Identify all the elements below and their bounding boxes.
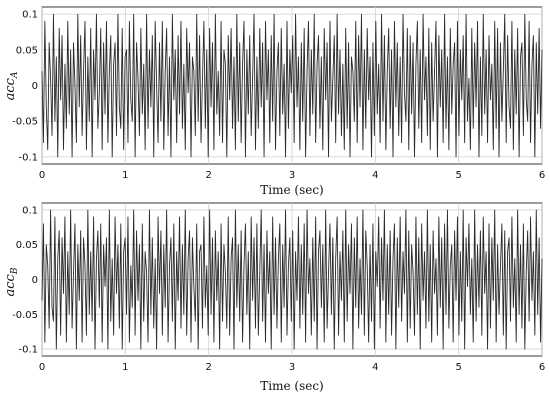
x-tick-label-a: 0 (39, 170, 45, 181)
series-line-acc-b (41, 209, 543, 350)
x-tick-label-b: 1 (122, 362, 128, 373)
series-line-acc-a (41, 13, 543, 158)
y-axis-title-sub-a: A (10, 71, 20, 79)
y-tick-labels-a: 0.1 0.05 0 -0.05 -0.1 (12, 10, 38, 164)
y-axis-title-b: accB (3, 267, 20, 296)
x-tick-label-b: 2 (205, 362, 211, 373)
y-tick-label-a: -0.1 (18, 152, 38, 163)
chart-acc-a: 0.1 0.05 0 -0.05 -0.1 0 1 2 3 4 5 6 Time (sec) acc… (3, 6, 545, 197)
x-tick-label-a: 1 (122, 170, 128, 181)
y-tick-label-b: -0.05 (12, 310, 38, 321)
y-axis-title-base-a: acc (3, 77, 18, 100)
x-tick-labels-b: 0 1 2 3 4 5 6 (39, 362, 545, 373)
x-axis-title-a: Time (sec) (260, 183, 323, 197)
y-tick-label-a: -0.05 (12, 117, 38, 128)
y-tick-label-b: 0.1 (22, 205, 38, 216)
y-tick-label-a: 0.05 (16, 45, 38, 56)
y-tick-label-a: 0 (32, 81, 38, 92)
y-axis-title-a: accA (3, 71, 20, 100)
x-tick-label-a: 2 (205, 170, 211, 181)
x-tick-label-b: 3 (289, 362, 295, 373)
y-axis-title-sub-b: B (10, 267, 20, 275)
x-tick-label-b: 0 (39, 362, 45, 373)
y-axis-title-base-b: acc (3, 273, 18, 296)
y-tick-label-b: -0.1 (18, 345, 38, 356)
y-tick-label-b: 0.05 (16, 240, 38, 251)
y-tick-label-b: 0 (32, 275, 38, 286)
x-tick-labels-a: 0 1 2 3 4 5 6 (39, 170, 545, 181)
x-tick-label-a: 5 (455, 170, 461, 181)
x-tick-label-b: 6 (539, 362, 545, 373)
x-tick-label-a: 6 (539, 170, 545, 181)
x-tick-label-a: 4 (372, 170, 378, 181)
x-tick-label-a: 3 (289, 170, 295, 181)
x-axis-title-b: Time (sec) (260, 379, 323, 393)
chart-acc-b: 0.1 0.05 0 -0.05 -0.1 0 1 2 3 4 5 6 Time (sec) acc… (3, 202, 545, 393)
x-tick-label-b: 4 (372, 362, 378, 373)
x-tick-label-b: 5 (455, 362, 461, 373)
y-tick-label-a: 0.1 (22, 10, 38, 21)
y-tick-labels-b: 0.1 0.05 0 -0.05 -0.1 (12, 205, 38, 355)
